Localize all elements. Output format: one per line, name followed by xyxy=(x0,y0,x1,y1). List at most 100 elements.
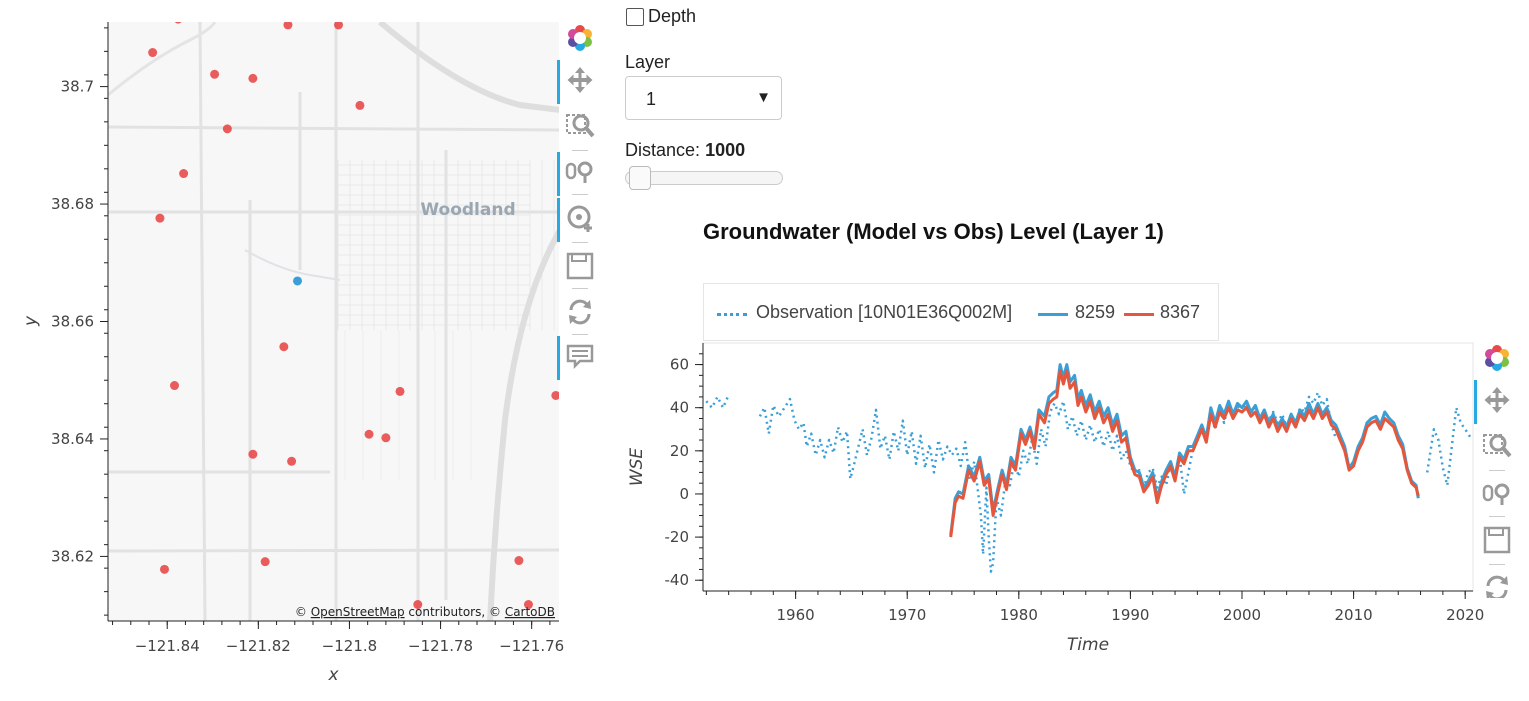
well-marker xyxy=(170,381,180,391)
chart-y-tick-label: 0 xyxy=(679,485,689,503)
map-y-tick-label: 38.68 xyxy=(51,195,94,213)
legend-item-8367[interactable]: 8367 xyxy=(1160,302,1201,322)
map-x-tick-label: −121.76 xyxy=(499,637,564,655)
map-y-tick-label: 38.64 xyxy=(51,430,94,448)
series-line-8367 xyxy=(949,369,1420,538)
map-x-tick-label: −121.84 xyxy=(135,637,200,655)
chart-x-tick-label: 1960 xyxy=(777,606,815,624)
well-marker xyxy=(222,124,232,134)
well-marker xyxy=(551,390,559,400)
chart-x-tick-label: 2010 xyxy=(1335,606,1373,624)
reset-icon[interactable] xyxy=(560,292,600,332)
place-label-woodland: Woodland xyxy=(420,200,515,220)
attribution-carto-link: CartoDB xyxy=(505,605,555,619)
map-y-axis-label: y xyxy=(21,315,41,327)
attribution-osm-link: OpenStreetMap xyxy=(311,605,405,619)
map-background xyxy=(108,22,559,621)
series-line-observation xyxy=(705,394,730,409)
layer-select-value: 1 xyxy=(646,89,657,109)
well-marker xyxy=(355,100,365,110)
well-marker xyxy=(248,449,258,459)
well-marker xyxy=(210,69,220,79)
well-marker xyxy=(381,433,391,443)
tap-icon[interactable] xyxy=(557,198,600,242)
well-marker xyxy=(413,600,423,610)
well-marker xyxy=(279,342,289,352)
distance-slider-track[interactable] xyxy=(625,171,783,185)
wheel-zoom-icon[interactable] xyxy=(557,152,600,196)
well-marker xyxy=(523,600,533,610)
attribution-prefix: © xyxy=(295,605,311,619)
depth-checkbox[interactable] xyxy=(626,8,644,26)
chart-x-tick-label: 1970 xyxy=(888,606,926,624)
well-marker xyxy=(159,564,169,574)
chart-y-tick-label: -20 xyxy=(665,528,690,546)
chart-y-axis-label: WSE xyxy=(627,448,647,487)
box-zoom-icon[interactable] xyxy=(560,106,600,146)
basemap-tiles xyxy=(108,22,559,621)
legend-item-observation[interactable]: Observation [10N01E36Q002M] xyxy=(756,302,1013,322)
well-marker xyxy=(260,557,270,567)
layer-label: Layer xyxy=(625,52,671,72)
well-marker xyxy=(179,169,189,179)
series-line-observation xyxy=(1425,406,1472,487)
chart-x-tick-label: 1990 xyxy=(1111,606,1149,624)
legend-item-8259[interactable]: 8259 xyxy=(1075,302,1116,322)
chart-y-tick-label: 40 xyxy=(670,399,689,417)
well-marker xyxy=(334,22,344,30)
pan-icon[interactable] xyxy=(1474,380,1517,424)
distance-label: Distance: 1000 xyxy=(625,140,745,161)
map-y-tick-label: 38.66 xyxy=(51,313,94,331)
bokeh-logo-icon[interactable] xyxy=(560,18,600,58)
chart-title: Groundwater (Model vs Obs) Level (Layer … xyxy=(703,219,1164,244)
chart-x-tick-label: 1980 xyxy=(1000,606,1038,624)
well-marker xyxy=(174,22,182,24)
map-x-tick-label: −121.78 xyxy=(408,637,473,655)
well-marker xyxy=(155,213,165,223)
chart-y-tick-label: 20 xyxy=(670,442,689,460)
map-x-axis-label: x xyxy=(327,665,339,685)
distance-value: 1000 xyxy=(705,140,746,160)
chart-x-tick-label: 2020 xyxy=(1446,606,1484,624)
layer-select[interactable]: 1 ▼ xyxy=(625,76,782,120)
box-zoom-icon[interactable] xyxy=(1477,426,1517,466)
attribution-middle: contributors, © xyxy=(405,605,505,619)
chart-x-axis-label: Time xyxy=(1067,635,1109,655)
chart-x-tick-label: 2000 xyxy=(1223,606,1261,624)
chevron-down-icon: ▼ xyxy=(756,89,771,106)
chart-legend[interactable]: Observation [10N01E36Q002M] 8259 8367 xyxy=(703,283,1219,341)
reset-icon[interactable] xyxy=(1477,568,1517,598)
wheel-zoom-icon[interactable] xyxy=(1477,474,1517,514)
map-attribution: © OpenStreetMap contributors, © CartoDB xyxy=(295,605,555,619)
legend-swatch-8259 xyxy=(1038,313,1068,316)
distance-label-text: Distance: xyxy=(625,140,701,160)
well-marker xyxy=(514,556,524,566)
well-marker xyxy=(248,73,258,83)
series-line-8259 xyxy=(949,363,1420,536)
well-markers xyxy=(148,22,559,610)
legend-swatch-observation xyxy=(717,313,747,316)
map-y-tick-label: 38.62 xyxy=(51,547,94,565)
pan-icon[interactable] xyxy=(557,60,600,104)
chart-y-tick-label: 60 xyxy=(670,356,689,374)
well-marker xyxy=(148,48,158,58)
map-plot[interactable]: Woodland © OpenStreetMap contributors, © … xyxy=(0,0,600,701)
well-marker xyxy=(395,386,405,396)
map-x-tick-label: −121.8 xyxy=(322,637,378,655)
map-x-tick-label: −121.82 xyxy=(226,637,291,655)
well-marker xyxy=(364,429,374,439)
legend-swatch-8367 xyxy=(1124,313,1154,316)
well-marker xyxy=(287,456,297,466)
series-line-observation xyxy=(758,391,1337,573)
depth-label[interactable]: Depth xyxy=(648,6,697,26)
chart-y-tick-label: -40 xyxy=(665,571,690,589)
save-icon[interactable] xyxy=(1477,520,1517,560)
bokeh-logo-icon[interactable] xyxy=(1477,338,1517,378)
hover-icon[interactable] xyxy=(557,336,600,380)
chart-series xyxy=(705,363,1472,573)
distance-slider-handle[interactable] xyxy=(629,166,651,190)
map-y-tick-label: 38.7 xyxy=(61,78,94,96)
well-marker xyxy=(283,22,293,30)
selected-well-marker xyxy=(293,276,303,286)
save-icon[interactable] xyxy=(560,246,600,286)
